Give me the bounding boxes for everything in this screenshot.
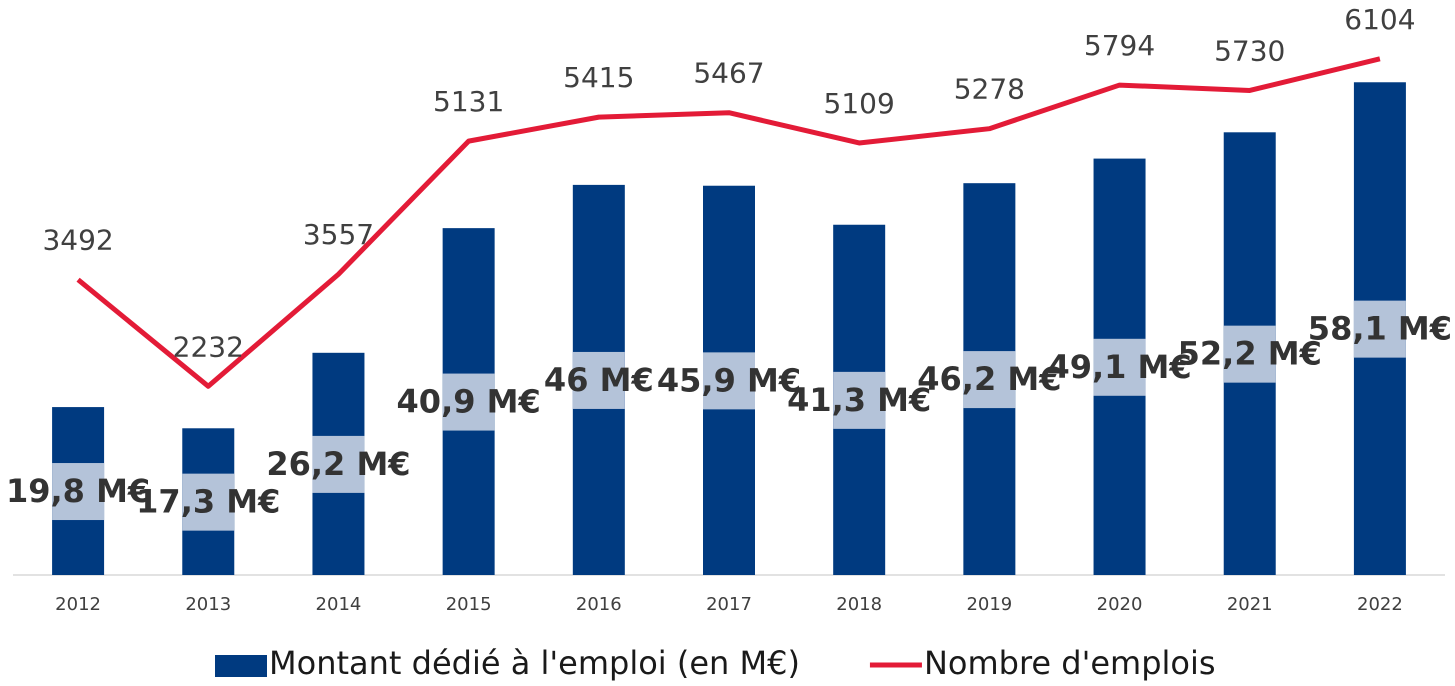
x-tick-label: 2013 — [185, 594, 231, 615]
x-tick-label: 2021 — [1227, 594, 1273, 615]
bar-value-label: 49,1 M€ — [1047, 348, 1191, 386]
bar-value-label: 17,3 M€ — [136, 483, 280, 521]
bar-value-label: 46,2 M€ — [917, 360, 1061, 398]
label-box — [1353, 300, 1406, 358]
legend-label: Nombre d'emplois — [924, 644, 1216, 682]
line-value-label: 3492 — [42, 224, 113, 257]
label-box — [963, 351, 1016, 409]
legend-label: Montant dédié à l'emploi (en M€) — [269, 644, 800, 682]
bar-value-label: 58,1 M€ — [1308, 310, 1452, 348]
bar-value-label: 46 M€ — [544, 361, 654, 399]
label-box — [572, 351, 625, 409]
line-value-label: 5131 — [433, 85, 504, 118]
x-tick-label: 2015 — [446, 594, 492, 615]
bar-value-label: 45,9 M€ — [657, 361, 801, 399]
line-value-label: 2232 — [173, 330, 244, 363]
bar-value-label: 41,3 M€ — [787, 381, 931, 419]
line-value-label: 5794 — [1084, 29, 1155, 62]
label-box — [1093, 338, 1146, 396]
bar-value-label: 26,2 M€ — [266, 445, 410, 483]
x-tick-label: 2012 — [55, 594, 101, 615]
label-box — [442, 373, 495, 431]
line-value-label: 5467 — [693, 57, 764, 90]
line-value-label: 5730 — [1214, 34, 1285, 67]
bar-value-label: 19,8 M€ — [6, 472, 150, 510]
x-tick-label: 2017 — [706, 594, 752, 615]
line-value-label: 6104 — [1344, 3, 1415, 36]
legend-swatch — [215, 655, 267, 677]
bar-value-label: 40,9 M€ — [397, 383, 541, 421]
x-tick-label: 2022 — [1357, 594, 1403, 615]
line-value-label: 5109 — [824, 87, 895, 120]
bar-value-label: 52,2 M€ — [1178, 335, 1322, 373]
line — [76, 56, 1381, 389]
x-tick-label: 2014 — [316, 594, 362, 615]
label-box — [52, 463, 105, 521]
x-tick-label: 2019 — [966, 594, 1012, 615]
line-value-label: 3557 — [303, 218, 374, 251]
label-box — [703, 352, 755, 410]
label-box — [1223, 325, 1276, 383]
label-box — [312, 435, 365, 493]
line-value-label: 5415 — [563, 61, 634, 94]
line-value-label: 5278 — [954, 73, 1025, 106]
label-box — [833, 371, 886, 429]
x-tick-label: 2016 — [576, 594, 622, 615]
label-box — [182, 473, 235, 531]
x-tick-label: 2020 — [1097, 594, 1143, 615]
x-tick-label: 2018 — [836, 594, 882, 615]
